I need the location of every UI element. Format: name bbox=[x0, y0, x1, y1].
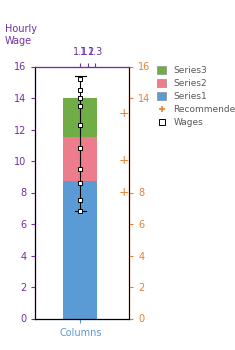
Text: +: + bbox=[119, 154, 129, 168]
Bar bbox=[63, 182, 97, 318]
Legend: Series3, Series2, Series1, Recommended, Wages: Series3, Series2, Series1, Recommended, … bbox=[157, 66, 235, 127]
Text: Hourly
Wage: Hourly Wage bbox=[5, 25, 37, 46]
Text: +: + bbox=[119, 107, 129, 120]
Text: +: + bbox=[119, 186, 129, 199]
Bar bbox=[63, 98, 97, 137]
Bar bbox=[63, 137, 97, 182]
